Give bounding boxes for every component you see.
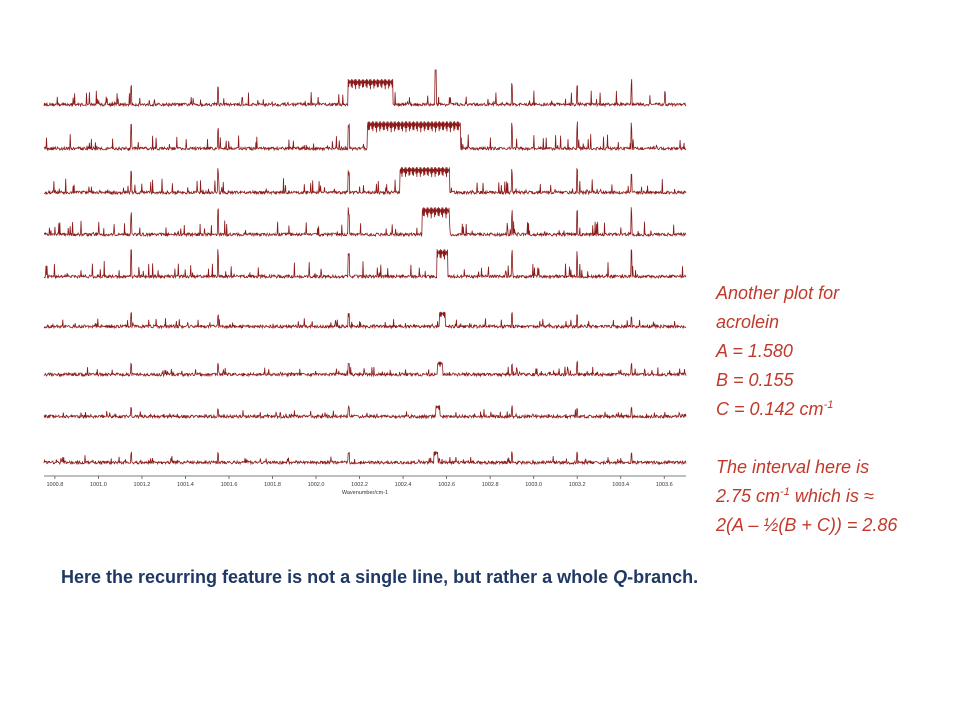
x-tick-label: 1002.2 (351, 482, 368, 488)
constant-b: B = 0.155 (716, 370, 794, 390)
interval-line-1: The interval here is (716, 457, 870, 477)
spectrum-trace-5 (43, 249, 687, 280)
constant-c-sup: -1 (823, 399, 834, 411)
x-tick-label: 1002.8 (482, 482, 499, 488)
interval-line-2: 2.75 cm-1 which is ≈ (716, 482, 951, 511)
interval-sup: -1 (780, 486, 790, 498)
caption-prefix: Here the recurring feature is not a sing… (61, 567, 614, 587)
interval-which: which is ≈ (789, 486, 874, 506)
spectrum-trace-2 (43, 121, 686, 152)
x-tick-label: 1002.6 (438, 482, 455, 488)
spectrum-trace-6 (43, 311, 687, 330)
annotation-text: Another plot for acrolein A = 1.580 B = … (716, 279, 951, 540)
x-tick-label: 1003.0 (525, 482, 542, 488)
x-tick-label: 1003.2 (569, 482, 586, 488)
spectrum-traces (43, 69, 687, 466)
x-tick-label: 1001.2 (134, 482, 151, 488)
x-tick-label: 1002.0 (308, 482, 325, 488)
interval-line-3: 2(A – ½(B + C)) = 2.86 (716, 515, 898, 535)
x-tick-label: 1001.0 (90, 482, 107, 488)
annotation-line-1: Another plot for (716, 283, 840, 303)
caption-suffix: -branch. (627, 567, 699, 587)
x-axis: 1000.8 1001.0 1001.2 1001.4 1001.6 1001.8 1002… (44, 475, 686, 496)
x-tick-label: 1003.6 (656, 482, 673, 488)
constant-c-text: C = 0.142 cm (716, 399, 824, 419)
x-tick-label: 1001.6 (221, 482, 238, 488)
x-tick-label: 1002.4 (395, 482, 412, 488)
caption-italic: Q (613, 567, 628, 587)
spectrum-trace-9 (43, 450, 687, 466)
caption: Here the recurring feature is not a sing… (61, 567, 921, 588)
x-tick-label: 1001.8 (264, 482, 281, 488)
x-tick-label: 1001.4 (177, 482, 194, 488)
spectrum-trace-4 (43, 207, 687, 238)
constant-a: A = 1.580 (716, 341, 793, 361)
spectrum-trace-7 (43, 360, 687, 378)
spectrum-plot: 1000.8 1001.0 1001.2 1001.4 1001.6 1001.8 1002… (43, 69, 687, 496)
interval-value: 2.75 cm (716, 486, 781, 506)
x-tick-label: 1000.8 (46, 482, 63, 488)
annotation-line-2: acrolein (716, 312, 780, 332)
x-tick-label: 1003.4 (612, 482, 629, 488)
spectrum-trace-3 (44, 166, 687, 196)
x-axis-label: Wavenumber/cm-1 (342, 490, 388, 496)
constant-c: C = 0.142 cm-1 (716, 395, 951, 424)
spectrum-trace-8 (43, 404, 687, 420)
spectrum-trace-1 (43, 69, 687, 108)
